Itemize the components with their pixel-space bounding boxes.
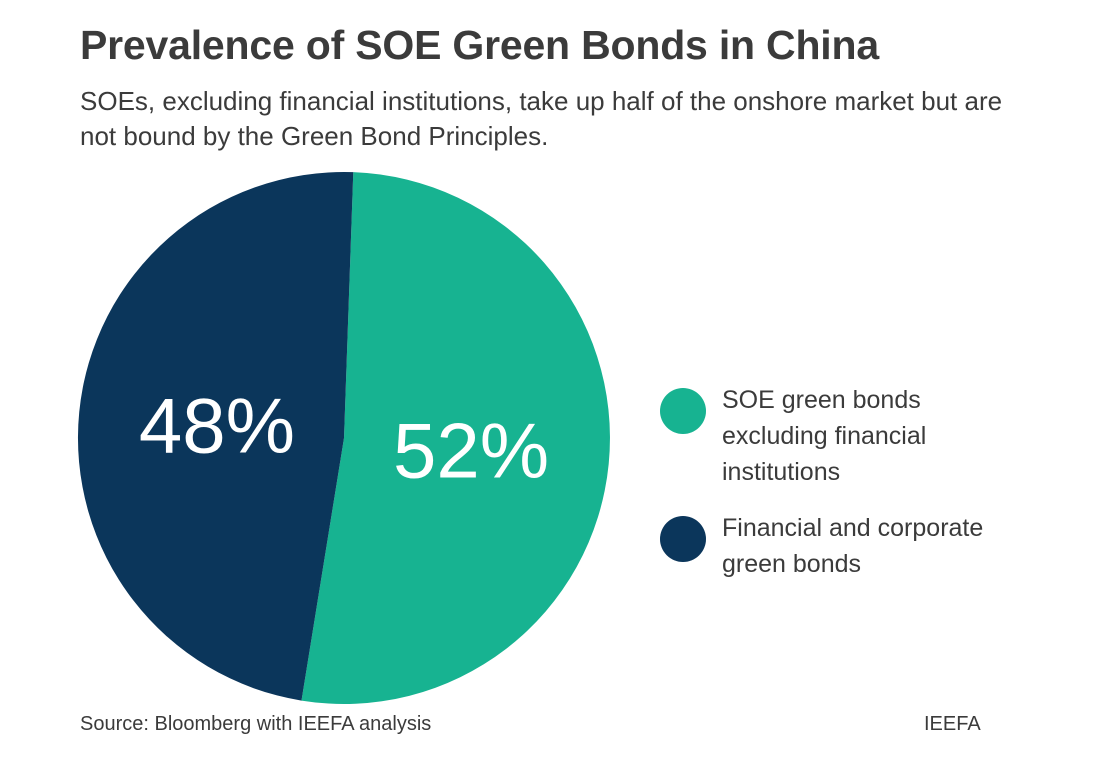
pie-label-soe: 52% — [393, 407, 549, 495]
legend-swatch-soe — [660, 388, 706, 434]
legend-label-financial-corporate: Financial and corporate green bonds — [722, 514, 984, 578]
legend-label-soe: SOE green bonds excluding financial inst… — [722, 386, 927, 486]
legend-item-soe: SOE green bonds excluding financial inst… — [660, 382, 1080, 490]
legend-item-financial-corporate: Financial and corporate green bonds — [660, 510, 1080, 582]
pie-label-financial-corporate: 48% — [139, 382, 295, 470]
pie-slice-financial-corporate — [77, 171, 354, 701]
pie-slice-labels: 52% 48% — [139, 382, 549, 495]
legend: SOE green bonds excluding financial inst… — [660, 382, 1080, 602]
brand-label: IEEFA — [924, 713, 981, 735]
pie-slice-soe — [301, 172, 610, 704]
pie-slices — [77, 171, 610, 704]
legend-swatch-financial-corporate — [660, 516, 706, 562]
chart-title: Prevalence of SOE Green Bonds in China — [80, 22, 879, 68]
chart-subtitle: SOEs, excluding financial institutions, … — [80, 86, 1003, 151]
source-note: Source: Bloomberg with IEEFA analysis — [80, 713, 432, 735]
